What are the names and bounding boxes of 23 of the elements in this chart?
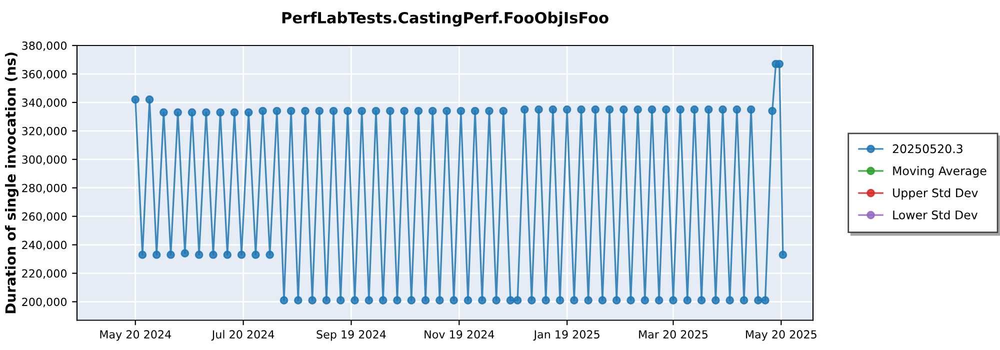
x-tick-label: Jul 20 2024	[211, 330, 274, 341]
y-tick-label: 200,000	[22, 298, 67, 308]
x-tick-label: May 20 2024	[100, 330, 171, 341]
y-tick-label: 260,000	[22, 212, 67, 222]
y-tick-label: 280,000	[22, 184, 67, 194]
y-tick-label: 380,000	[22, 41, 67, 52]
y-tick-label: 240,000	[22, 240, 67, 250]
x-tick-label: Nov 19 2024	[424, 330, 494, 339]
legend-label: Lower Std Dev	[893, 210, 978, 220]
y-axis-title: Duration of single invocation (ns)	[5, 52, 19, 314]
x-tick-label: Jan 19 2025	[533, 330, 600, 341]
x-tick-label: May 20 2025	[746, 330, 816, 341]
y-tick-label: 220,000	[22, 269, 67, 279]
y-tick-label: 360,000	[22, 70, 67, 80]
legend-label: Upper Std Dev	[893, 188, 978, 200]
x-tick-label: Mar 20 2025	[639, 330, 708, 339]
y-tick-label: 320,000	[22, 126, 67, 136]
y-tick-label: 300,000	[22, 155, 67, 165]
legend-label: Moving Average	[893, 166, 986, 178]
y-tick-label: 340,000	[22, 98, 67, 108]
legend-label: 20250520.3	[892, 144, 962, 154]
chart-title: PerfLabTests.CastingPerf.FooObjIsFoo	[282, 12, 608, 27]
x-tick-label: Sep 19 2024	[316, 330, 386, 341]
